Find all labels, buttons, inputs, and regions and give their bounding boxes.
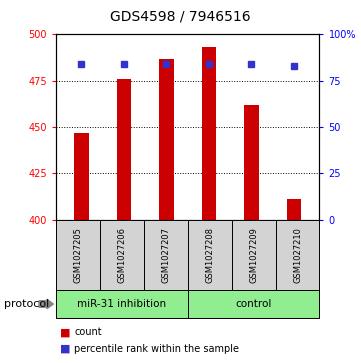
- Text: miR-31 inhibition: miR-31 inhibition: [77, 299, 166, 309]
- Bar: [117, 79, 131, 220]
- Text: control: control: [235, 299, 272, 309]
- Text: ■: ■: [60, 327, 70, 337]
- Bar: [201, 48, 216, 220]
- Bar: [287, 199, 301, 220]
- Bar: [74, 132, 89, 220]
- Text: GSM1027208: GSM1027208: [205, 227, 214, 283]
- Text: protocol: protocol: [4, 299, 49, 309]
- Text: GDS4598 / 7946516: GDS4598 / 7946516: [110, 9, 251, 24]
- Text: ■: ■: [60, 344, 70, 354]
- Text: GSM1027210: GSM1027210: [293, 227, 302, 283]
- Text: GSM1027205: GSM1027205: [73, 227, 82, 283]
- Text: count: count: [74, 327, 102, 337]
- Text: GSM1027206: GSM1027206: [117, 227, 126, 283]
- Text: GSM1027209: GSM1027209: [249, 227, 258, 283]
- Text: GSM1027207: GSM1027207: [161, 227, 170, 283]
- Bar: [159, 58, 174, 220]
- Bar: [244, 105, 259, 220]
- Text: percentile rank within the sample: percentile rank within the sample: [74, 344, 239, 354]
